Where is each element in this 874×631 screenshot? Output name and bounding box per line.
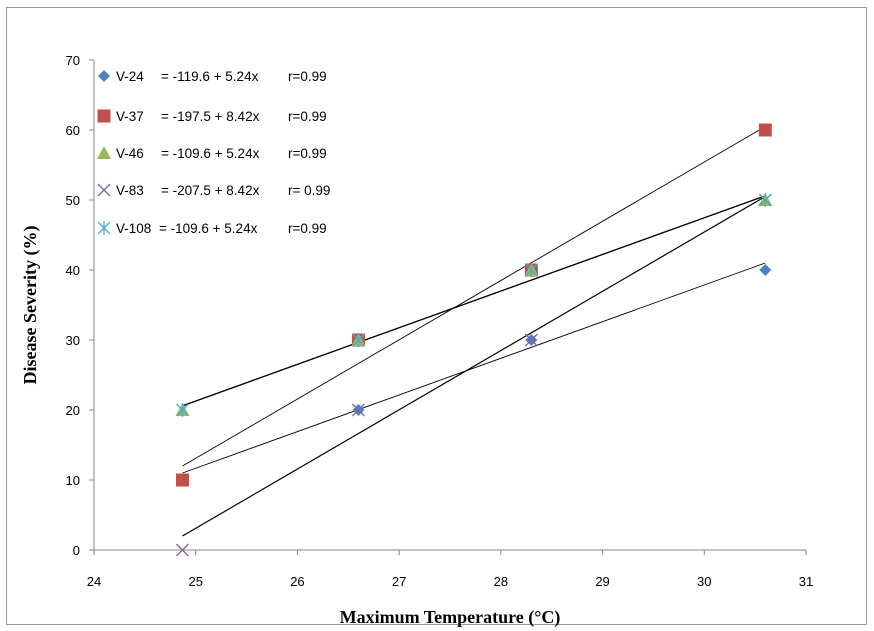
point-v-24 xyxy=(759,264,772,276)
legend-equation: = -119.6 + 5.24x xyxy=(161,69,259,84)
legend-equation: = -109.6 + 5.24x xyxy=(161,146,260,161)
chart-frame xyxy=(6,7,867,625)
point-v-83 xyxy=(351,403,365,417)
trendline-v-108 xyxy=(182,195,766,407)
legend-marker-v-46 xyxy=(97,146,111,159)
x-tick-label: 29 xyxy=(595,574,609,589)
legend-equation: = -207.5 + 8.42x xyxy=(161,183,260,198)
point-v-108 xyxy=(758,193,772,207)
axes xyxy=(93,60,806,551)
x-tick-label: 25 xyxy=(188,574,202,589)
trendline-v-37 xyxy=(182,126,766,467)
x-tick-label: 28 xyxy=(494,574,508,589)
y-tick-label: 60 xyxy=(66,123,80,138)
point-v-108 xyxy=(176,403,189,417)
y-axis-title: Disease Severity (%) xyxy=(20,226,41,385)
data-markers xyxy=(175,123,773,557)
legend-equation: = -197.5 + 8.42x xyxy=(161,109,260,124)
y-tick-label: 30 xyxy=(66,333,80,348)
legend-r-value: r=0.99 xyxy=(288,221,327,236)
legend-label: V-83 xyxy=(116,183,144,198)
legend-label: V-24 xyxy=(116,69,144,84)
point-v-37 xyxy=(175,473,189,487)
point-v-83 xyxy=(524,333,538,347)
legend-r-value: r=0.99 xyxy=(288,69,327,84)
point-v-37 xyxy=(758,123,772,137)
legend-r-value: r= 0.99 xyxy=(288,183,330,198)
legend-marker-v-108 xyxy=(97,221,111,235)
legend-r-value: r=0.99 xyxy=(288,146,327,161)
x-tick-label: 26 xyxy=(290,574,304,589)
y-tick-label: 0 xyxy=(73,543,80,558)
legend-equation: = -109.6 + 5.24x xyxy=(159,221,258,236)
point-v-108 xyxy=(351,333,365,347)
trendline-v-24 xyxy=(182,262,766,474)
trendline-v-83 xyxy=(182,195,766,537)
trend-lines xyxy=(182,126,766,537)
y-tick-label: 70 xyxy=(66,53,80,68)
y-tick-label: 20 xyxy=(66,403,80,418)
legend-marker-v-37 xyxy=(97,109,111,123)
x-axis-title: Maximum Temperature (°C) xyxy=(340,607,561,628)
legend-marker-v-24 xyxy=(98,70,110,82)
legend-r-value: r=0.99 xyxy=(288,109,327,124)
y-tick-label: 40 xyxy=(66,263,80,278)
x-tick-label: 31 xyxy=(799,574,813,589)
legend-label: V-108 xyxy=(116,221,151,236)
x-tick-label: 30 xyxy=(697,574,711,589)
tick-labels: 0 10 20 30 40 50 60 70 24 25 26 27 28 29 30 31 xyxy=(66,53,814,589)
x-tick-label: 27 xyxy=(392,574,406,589)
point-v-108 xyxy=(524,263,538,277)
legend: V-24 = -119.6 + 5.24x r=0.99 V-37 = -197.5 +… xyxy=(97,69,330,236)
y-tick-label: 50 xyxy=(66,193,80,208)
legend-label: V-37 xyxy=(116,109,144,124)
x-tick-label: 24 xyxy=(87,574,101,589)
y-tick-label: 10 xyxy=(66,473,80,488)
legend-label: V-46 xyxy=(116,146,144,161)
legend-marker-v-83 xyxy=(97,183,111,197)
